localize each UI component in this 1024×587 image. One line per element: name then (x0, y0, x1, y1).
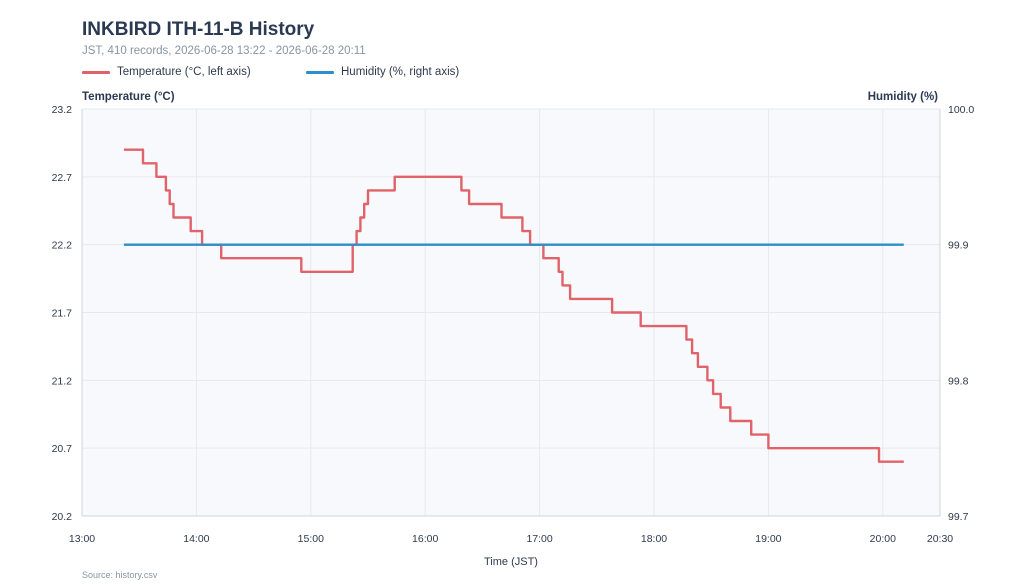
legend-swatch-humidity (306, 70, 334, 74)
x-tick-label: 14:00 (183, 533, 209, 545)
x-axis-title: Time (JST) (484, 556, 538, 568)
y-left-tick-label: 23.2 (52, 104, 73, 116)
y-axis-left-title: Temperature (°C) (82, 91, 175, 103)
x-tick-label: 20:30 (927, 533, 953, 545)
x-tick-label: 15:00 (298, 533, 324, 545)
y-right-tick-label: 99.9 (948, 240, 969, 252)
legend-swatch-temperature (82, 70, 110, 74)
y-left-tick-label: 20.2 (52, 511, 73, 523)
chart-title: INKBIRD ITH-11-B History (82, 19, 315, 40)
legend: Temperature (°C, left axis) Humidity (%,… (82, 66, 682, 82)
x-tick-label: 18:00 (641, 533, 667, 545)
y-left-tick-label: 22.2 (52, 240, 73, 252)
x-tick-label: 16:00 (412, 533, 438, 545)
x-tick-label: 20:00 (870, 533, 896, 545)
x-tick-label: 19:00 (755, 533, 781, 545)
y-left-tick-label: 20.7 (52, 443, 73, 455)
y-axis-right-title: Humidity (%) (867, 91, 938, 103)
series-line-temperature (123, 148, 904, 463)
x-tick-label: 13:00 (69, 533, 95, 545)
legend-label-temperature: Temperature (°C, left axis) (117, 66, 251, 78)
y-right-tick-label: 99.8 (948, 375, 969, 387)
chart-subtitle: JST, 410 records, 2026-06-28 13:22 - 202… (82, 45, 366, 57)
legend-item-humidity[interactable]: Humidity (%, right axis) (306, 66, 459, 78)
y-right-tick-label: 100.0 (948, 104, 974, 116)
y-right-tick-label: 99.7 (948, 511, 969, 523)
legend-item-temperature[interactable]: Temperature (°C, left axis) (82, 66, 251, 78)
x-tick-label: 17:00 (526, 533, 552, 545)
y-left-tick-label: 21.2 (52, 375, 73, 387)
legend-label-humidity: Humidity (%, right axis) (341, 66, 460, 78)
y-left-tick-label: 21.7 (52, 308, 73, 320)
source-note: Source: history.csv (82, 570, 158, 580)
y-left-tick-label: 22.7 (52, 172, 73, 184)
